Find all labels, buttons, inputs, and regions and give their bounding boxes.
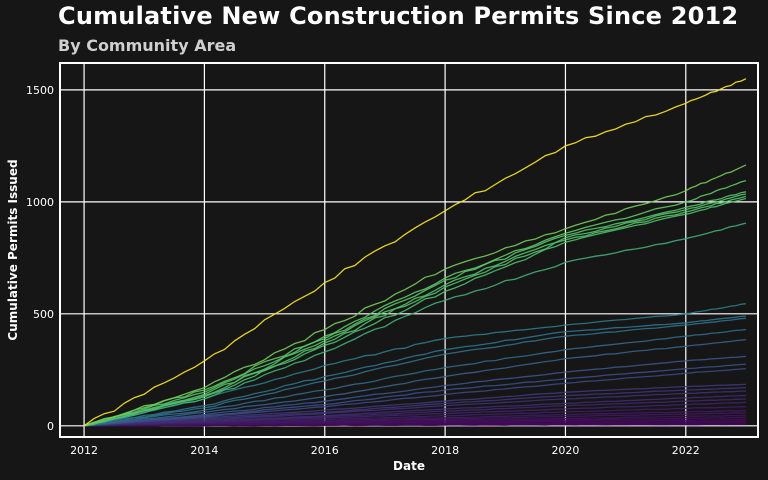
series-line: [83, 193, 747, 427]
series-line: [83, 164, 747, 427]
series-line: [83, 197, 747, 427]
series-line: [84, 355, 747, 427]
chart-title: Cumulative New Construction Permits Sinc…: [58, 2, 739, 30]
x-tick-label: 2022: [672, 444, 700, 457]
x-tick-label: 2020: [551, 444, 579, 457]
x-tick-label: 2018: [431, 444, 459, 457]
series-line: [84, 406, 747, 427]
x-tick-label: 2014: [190, 444, 218, 457]
y-axis-label: Cumulative Permits Issued: [6, 159, 20, 340]
series-line: [84, 394, 746, 427]
y-tick-label: 1000: [26, 196, 54, 209]
series-line: [83, 191, 747, 427]
series-line: [83, 222, 747, 427]
series-line: [84, 363, 747, 427]
series-line: [83, 195, 747, 427]
y-axis-ticks: 0 500 1000 1500: [26, 84, 54, 433]
series-line: [83, 78, 747, 427]
y-tick-label: 0: [47, 420, 54, 433]
series-line: [84, 328, 747, 427]
series-line: [84, 368, 747, 427]
x-tick-label: 2012: [70, 444, 98, 457]
series-line: [84, 338, 747, 427]
y-tick-label: 500: [33, 308, 54, 321]
x-axis-label: Date: [393, 459, 425, 473]
y-tick-label: 1500: [26, 84, 54, 97]
grid: [60, 63, 758, 437]
x-axis-ticks: 2012 2014 2016 2018 2020 2022: [70, 444, 700, 457]
series-line: [84, 383, 747, 427]
series-line: [84, 387, 746, 427]
series-line: [83, 179, 747, 427]
x-tick-label: 2016: [311, 444, 339, 457]
chart-subtitle: By Community Area: [58, 36, 237, 55]
series-line: [84, 317, 747, 427]
plot-frame: [59, 62, 759, 438]
series-line: [83, 315, 747, 427]
series-lines: [83, 78, 747, 427]
series-line: [84, 390, 746, 427]
